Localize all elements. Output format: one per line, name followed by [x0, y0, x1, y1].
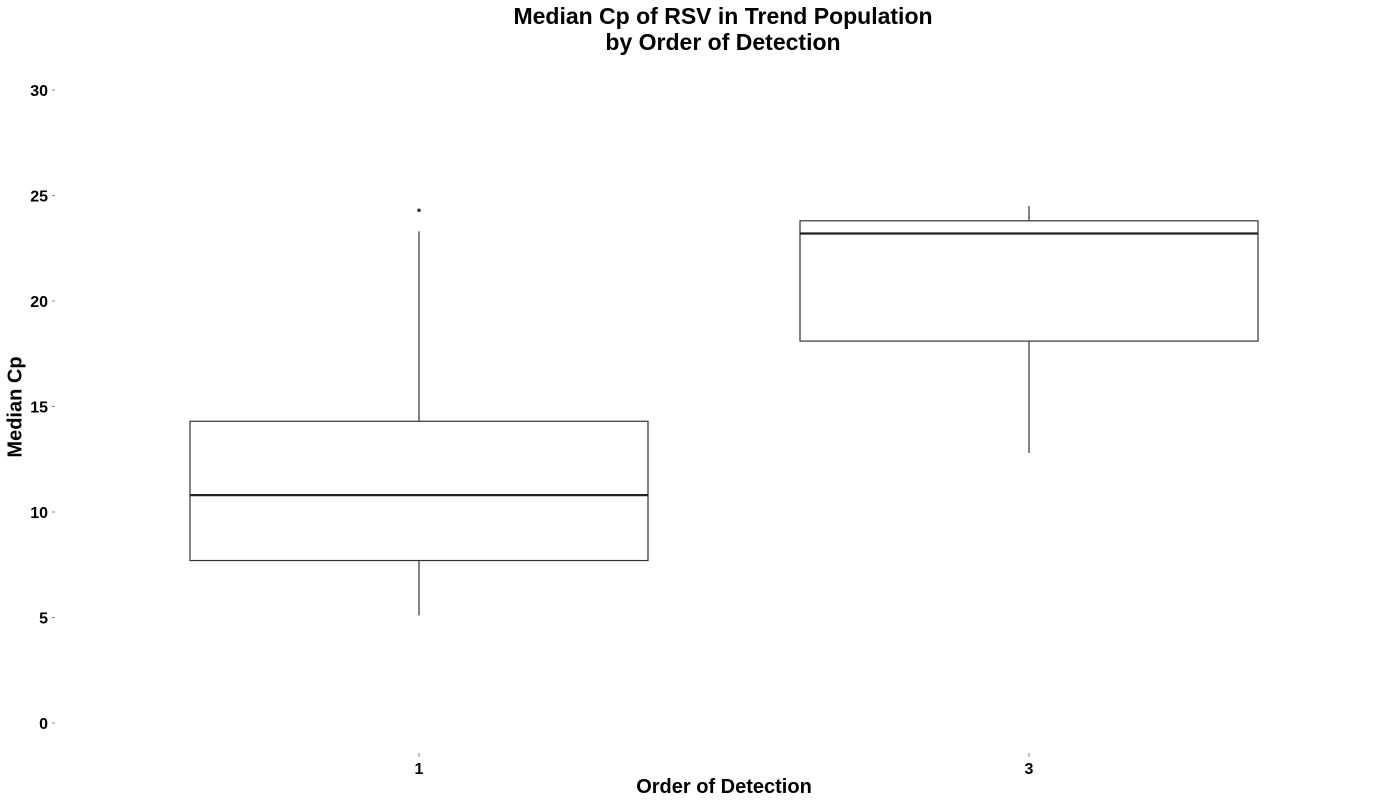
y-tick-label: 30	[30, 83, 48, 100]
y-tick-label: 15	[30, 400, 48, 417]
y-axis: 0 5 10 15 20 25 30	[30, 83, 55, 733]
y-tick-label: 10	[30, 505, 48, 522]
y-tick-label: 0	[39, 716, 48, 733]
y-tick-label: 25	[30, 189, 48, 206]
x-tick-label: 1	[415, 761, 424, 778]
y-tick-label: 20	[30, 294, 48, 311]
boxplot-series	[189, 206, 1259, 616]
box-3	[799, 206, 1259, 453]
box-1	[189, 208, 649, 616]
iqr-box	[799, 220, 1259, 342]
chart-title-line-1: Median Cp of RSV in Trend Population	[513, 3, 933, 29]
iqr-box	[189, 420, 649, 562]
x-axis-label: Order of Detection	[636, 776, 812, 798]
y-tick-label: 5	[39, 611, 48, 628]
x-tick-label: 3	[1025, 761, 1034, 778]
chart-title-line-2: by Order of Detection	[605, 29, 841, 55]
outlier-point	[417, 208, 421, 213]
